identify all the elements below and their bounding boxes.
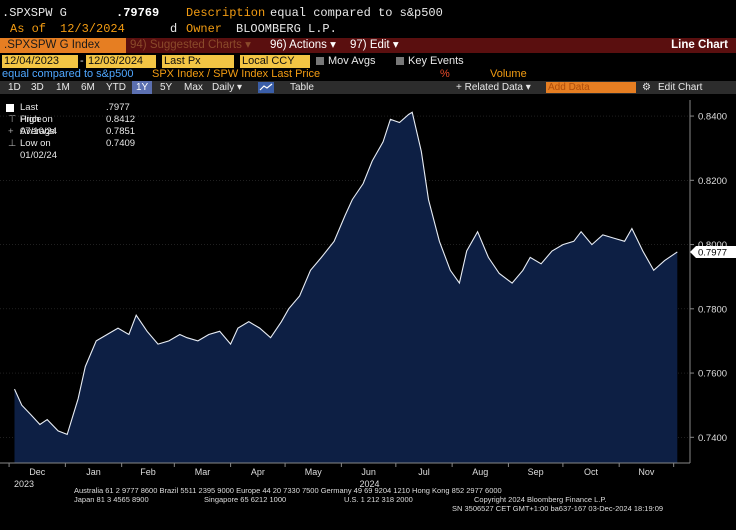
year-label: 2023	[14, 479, 34, 489]
footer-us: U.S. 1 212 318 2000	[344, 495, 413, 504]
period-1m[interactable]: 1M	[56, 82, 70, 93]
volume-label: Volume	[490, 68, 527, 80]
y-tick-label: 0.8200	[698, 176, 727, 187]
legend-last-value: .7977	[106, 102, 130, 113]
x-tick-label: Nov	[638, 467, 655, 477]
legend-low-label: Low on 01/02/24	[20, 138, 57, 161]
price-line	[13, 111, 678, 436]
y-tick-label: 0.7800	[698, 304, 727, 315]
d-label: d	[170, 22, 178, 36]
period-5y[interactable]: 5Y	[160, 82, 173, 93]
suggested-charts-button[interactable]: 94) Suggested Charts ▾	[126, 38, 266, 53]
actions-button[interactable]: 96) Actions ▾	[266, 38, 346, 53]
owner-label: Owner	[186, 22, 223, 36]
function-toolbar: .SPXSPW G Index 94) Suggested Charts ▾ 9…	[0, 38, 736, 53]
y-tick-label: 0.7600	[698, 369, 727, 380]
legend-low-value: 0.7409	[106, 138, 136, 149]
period-6m[interactable]: 6M	[81, 82, 95, 93]
period-ytd[interactable]: YTD	[106, 82, 126, 93]
period-1y[interactable]: 1Y	[132, 81, 153, 94]
field-select[interactable]: Last Px	[162, 55, 234, 68]
frequency-select[interactable]: Daily ▾	[212, 82, 243, 93]
price-chart[interactable]: 0.8400 0.8200 0.8000 0.7800 0.7600 0.7400 0.79…	[0, 94, 736, 494]
ticker[interactable]: .SPXSPW G	[2, 6, 67, 20]
date-sep: -	[80, 55, 84, 67]
last-value-label: 0.7977	[698, 247, 727, 258]
end-date-field[interactable]: 12/03/2024	[86, 55, 156, 68]
related-data-button[interactable]: + Related Data ▾	[456, 82, 531, 93]
period-1d[interactable]: 1D	[8, 82, 21, 93]
period-3d[interactable]: 3D	[31, 82, 44, 93]
x-tick-label: Oct	[584, 467, 599, 477]
currency-select[interactable]: Local CCY	[240, 55, 310, 68]
edit-button[interactable]: 97) Edit ▾	[346, 38, 408, 53]
y-tick-label: 0.8400	[698, 112, 727, 123]
last-price: .79769	[116, 6, 160, 20]
edit-chart-button[interactable]: Edit Chart	[658, 82, 703, 93]
x-tick-label: May	[305, 467, 323, 477]
average-marker-icon: +	[8, 126, 14, 137]
table-button[interactable]: Table	[290, 82, 314, 93]
x-tick-label: Sep	[528, 467, 544, 477]
year-label: 2024	[359, 479, 379, 489]
footer-session: SN 3506527 CET GMT+1:00 ba637-167 03-Dec…	[452, 504, 664, 513]
chart-type-icon[interactable]	[258, 82, 274, 93]
asof-value: 12/3/2024	[60, 22, 125, 36]
series-label: equal compared to s&p500	[2, 68, 134, 80]
series-desc: SPX Index / SPW Index Last Price	[152, 68, 321, 80]
x-tick-label: Jun	[361, 467, 376, 477]
key-events-checkbox[interactable]	[396, 57, 404, 65]
mov-avgs-checkbox[interactable]	[316, 57, 324, 65]
y-tick-label: 0.8000	[698, 240, 727, 251]
footer-japan: Japan 81 3 4565 8900	[74, 495, 149, 504]
high-marker-icon: ⊤	[8, 114, 17, 125]
asof-label: As of	[10, 22, 47, 36]
pct-label: %	[440, 68, 450, 80]
add-data-input[interactable]: Add Data	[546, 82, 636, 93]
legend-avg-label: Average	[20, 126, 56, 137]
x-tick-label: Jul	[418, 467, 430, 477]
security-header-2: As of 12/3/2024 d Owner BLOOMBERG L.P.	[0, 22, 736, 36]
legend-avg-value: 0.7851	[106, 126, 136, 137]
description-value: equal compared to s&p500	[270, 6, 443, 20]
x-tick-label: Mar	[195, 467, 211, 477]
controls-row: 12/04/2023 - 12/03/2024 Last Px Local CC…	[0, 55, 736, 68]
last-value-tag: 0.7977	[690, 245, 736, 258]
last-price-swatch	[6, 104, 14, 112]
area-fill	[14, 112, 678, 463]
footer-singapore: Singapore 65 6212 1000	[204, 495, 287, 504]
index-label[interactable]: .SPXSPW G Index	[4, 39, 100, 51]
footer-line1: Australia 61 2 9777 8600 Brazil 5511 239…	[74, 486, 502, 495]
security-header: .SPXSPW G .79769 Description equal compa…	[0, 6, 736, 20]
wrench-icon[interactable]: ⚙	[642, 82, 651, 93]
x-tick-label: Jan	[86, 467, 101, 477]
view-title: Line Chart	[408, 38, 736, 53]
series-row: equal compared to s&p500 SPX Index / SPW…	[0, 68, 736, 81]
y-tick-label: 0.7400	[698, 433, 727, 444]
mov-avgs-label: Mov Avgs	[328, 55, 376, 67]
legend-last-label: Last Price	[20, 102, 42, 125]
owner-value: BLOOMBERG L.P.	[236, 22, 337, 36]
x-tick-label: Dec	[29, 467, 46, 477]
x-tick-label: Apr	[251, 467, 265, 477]
legend-high-value: 0.8412	[106, 114, 136, 125]
description-label: Description	[186, 6, 266, 20]
period-bar: 1D 3D 1M 6M YTD 1Y 5Y Max Daily ▾ Table …	[0, 81, 736, 94]
footer-copyright: Copyright 2024 Bloomberg Finance L.P.	[474, 495, 607, 504]
legend-high-label: High on 07/10/24	[20, 114, 57, 137]
x-tick-label: Feb	[140, 467, 156, 477]
period-max[interactable]: Max	[184, 82, 203, 93]
low-marker-icon: ⊥	[8, 138, 17, 149]
start-date-field[interactable]: 12/04/2023	[2, 55, 78, 68]
key-events-label: Key Events	[408, 55, 464, 67]
x-tick-label: Aug	[472, 467, 488, 477]
